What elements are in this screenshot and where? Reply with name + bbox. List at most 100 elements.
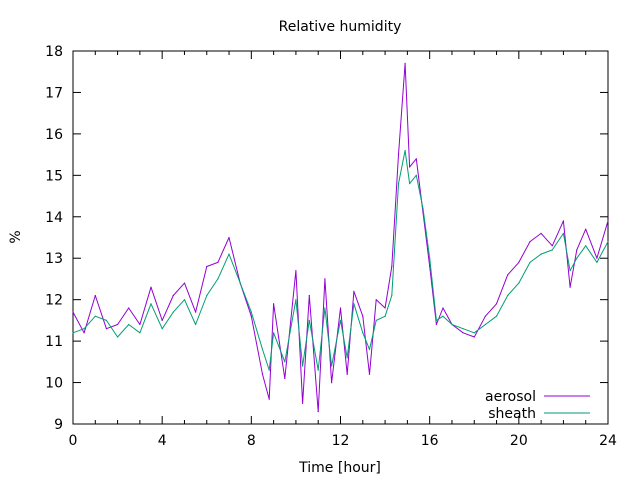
data-point-sheath (507, 294, 509, 297)
data-point-aerosol (353, 290, 355, 292)
data-point-aerosol (150, 286, 152, 288)
data-point-sheath (206, 294, 208, 297)
data-point-sheath (83, 328, 85, 330)
data-point-sheath (391, 294, 393, 297)
data-point-sheath (150, 303, 152, 305)
data-point-sheath (562, 232, 565, 234)
data-point-aerosol (529, 241, 531, 243)
data-point-sheath (540, 253, 542, 255)
data-point-aerosol (250, 315, 252, 317)
data-point-sheath (368, 348, 371, 350)
data-point-sheath (607, 241, 609, 243)
data-point-sheath (105, 319, 107, 321)
data-point-aerosol (261, 373, 264, 375)
x-tick-label: 12 (332, 433, 350, 449)
data-point-aerosol (206, 265, 208, 268)
data-point-sheath (473, 332, 475, 334)
series-layer (72, 62, 609, 413)
data-point-sheath (331, 365, 333, 367)
y-axis-label: % (8, 230, 24, 243)
data-point-aerosol (346, 373, 348, 375)
data-point-sheath (596, 261, 598, 263)
data-point-aerosol (368, 373, 371, 375)
data-point-sheath (484, 323, 486, 326)
data-point-sheath (353, 303, 355, 305)
data-point-aerosol (397, 154, 400, 156)
data-point-sheath (518, 282, 520, 284)
data-point-aerosol (139, 323, 141, 326)
data-point-aerosol (284, 377, 286, 379)
legend-label-sheath: sheath (488, 406, 536, 422)
data-point-aerosol (462, 332, 464, 334)
y-tick-label: 11 (45, 334, 63, 350)
data-point-sheath (139, 332, 141, 334)
y-tick-label: 15 (45, 168, 63, 184)
y-tick-label: 18 (45, 44, 63, 60)
data-point-sheath (442, 315, 444, 317)
y-tick-label: 17 (45, 85, 63, 101)
data-point-aerosol (562, 220, 565, 222)
data-point-aerosol (308, 294, 310, 297)
data-point-sheath (529, 261, 531, 263)
data-point-sheath (117, 336, 119, 338)
y-tick-label: 14 (45, 210, 63, 226)
data-point-sheath (72, 332, 74, 334)
y-tick-label: 12 (45, 293, 63, 309)
data-point-aerosol (295, 270, 297, 272)
legend-label-aerosol: aerosol (485, 389, 536, 405)
data-point-aerosol (391, 265, 393, 268)
data-point-aerosol (518, 261, 520, 263)
y-tick-label: 16 (45, 127, 63, 143)
data-point-aerosol (404, 62, 406, 64)
data-point-aerosol (183, 282, 186, 284)
data-point-sheath (268, 369, 270, 371)
data-point-sheath (451, 323, 453, 326)
data-point-aerosol (442, 307, 444, 309)
y-tick-label: 9 (54, 417, 63, 433)
data-point-sheath (585, 245, 587, 247)
data-point-sheath (295, 299, 297, 301)
data-point-sheath (422, 207, 424, 210)
data-point-aerosol (507, 274, 509, 276)
data-point-aerosol (596, 257, 598, 259)
y-tick-label: 13 (45, 251, 63, 267)
data-point-sheath (250, 311, 252, 313)
data-point-aerosol (128, 307, 130, 309)
data-point-sheath (462, 328, 464, 330)
data-point-sheath (429, 257, 431, 259)
data-point-aerosol (268, 398, 270, 400)
data-point-aerosol (429, 265, 431, 268)
data-point-sheath (569, 270, 571, 272)
data-point-aerosol (484, 315, 486, 317)
data-point-aerosol (384, 307, 386, 309)
x-axis-label: Time [hour] (298, 460, 381, 476)
data-point-sheath (261, 348, 264, 350)
data-point-aerosol (473, 336, 475, 338)
data-point-sheath (435, 319, 437, 321)
data-point-sheath (397, 183, 400, 185)
data-point-aerosol (228, 236, 230, 239)
data-point-sheath (346, 357, 348, 359)
data-point-sheath (161, 328, 163, 330)
data-point-sheath (339, 319, 342, 321)
x-tick-label: 20 (510, 433, 528, 449)
data-point-sheath (384, 315, 386, 317)
data-point-aerosol (273, 303, 275, 305)
chart-title: Relative humidity (279, 19, 402, 35)
data-point-sheath (195, 323, 197, 326)
data-point-aerosol (161, 319, 163, 321)
data-point-sheath (302, 365, 304, 367)
data-point-aerosol (317, 411, 319, 413)
data-point-aerosol (324, 278, 326, 280)
data-point-aerosol (302, 402, 304, 404)
data-point-sheath (495, 315, 498, 317)
x-tick-label: 24 (599, 433, 617, 449)
data-point-sheath (284, 361, 286, 363)
data-point-aerosol (576, 249, 578, 251)
data-point-sheath (273, 332, 275, 334)
data-point-aerosol (105, 328, 107, 330)
data-point-sheath (375, 319, 377, 321)
data-point-aerosol (495, 303, 498, 305)
